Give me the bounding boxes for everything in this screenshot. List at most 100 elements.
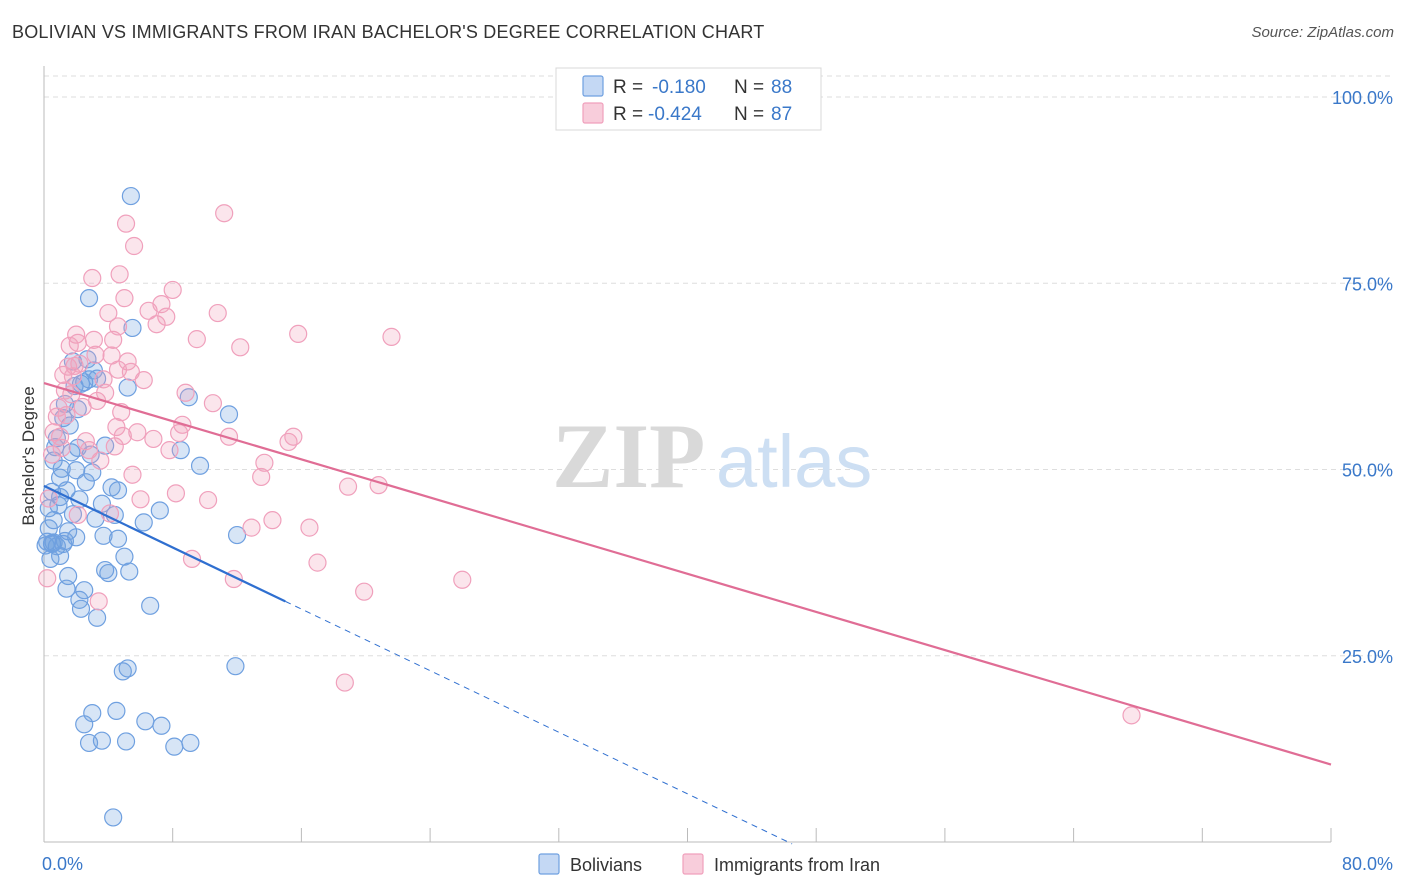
trend-lines	[43, 382, 1332, 845]
point-iran-83	[89, 592, 108, 611]
legend-r-label-bolivians: R =	[613, 77, 643, 98]
point-iran-74	[308, 553, 327, 572]
point-iran-38	[116, 214, 136, 233]
point-iran-85	[108, 360, 128, 379]
legend-r-label-iran: R =	[613, 104, 643, 125]
point-iran-0	[38, 569, 57, 588]
point-bolivians-44	[108, 529, 128, 548]
gridlines	[44, 75, 1394, 657]
point-iran-43	[128, 423, 147, 442]
point-iran-22	[83, 268, 102, 288]
point-iran-2	[42, 445, 62, 464]
y-tick-label-2: 75.0%	[1342, 274, 1393, 294]
point-iran-72	[289, 324, 308, 344]
legend-n-value-bolivians: 88	[771, 77, 792, 98]
legend-bottom-label-iran: Immigrants from Iran	[714, 855, 880, 875]
point-bolivians-58	[79, 289, 99, 308]
point-bolivians-39	[94, 526, 113, 545]
point-bolivians-65	[108, 481, 128, 500]
point-iran-73	[300, 518, 319, 537]
point-iran-7	[52, 438, 71, 457]
point-iran-77	[355, 582, 374, 601]
point-iran-42	[124, 236, 144, 256]
point-bolivians-31	[76, 473, 95, 492]
point-iran-82	[68, 505, 87, 525]
point-iran-25	[91, 451, 110, 470]
point-iran-17	[68, 333, 87, 352]
x-tick-label-1: 80.0%	[1342, 854, 1393, 874]
trend-line-iran	[43, 382, 1332, 766]
point-bolivians-41	[99, 563, 118, 583]
point-iran-69	[263, 511, 282, 530]
point-iran-34	[110, 265, 129, 284]
point-bolivians-81	[104, 808, 123, 827]
point-iran-56	[176, 383, 195, 402]
watermark-zip: ZIP	[552, 405, 705, 507]
legend-bottom-swatch-iran	[682, 853, 704, 875]
point-bolivians-69	[118, 659, 137, 678]
point-iran-48	[147, 315, 166, 334]
y-tick-label-3: 100.0%	[1332, 88, 1393, 108]
point-iran-62	[215, 204, 234, 223]
point-iran-36	[113, 426, 132, 446]
trend-line-bolivians	[43, 484, 286, 603]
point-iran-28	[99, 303, 118, 323]
point-bolivians-84	[39, 499, 58, 518]
point-bolivians-37	[87, 608, 107, 627]
trend-line-extension-bolivians	[285, 600, 793, 845]
point-bolivians-87	[54, 534, 73, 554]
x-tick-label-0: 0.0%	[42, 854, 83, 874]
point-iran-75	[335, 673, 354, 692]
point-iran-21	[79, 441, 99, 460]
legend-swatch-bolivians	[582, 75, 604, 97]
point-iran-51	[160, 441, 179, 460]
point-bolivians-80	[181, 733, 200, 753]
point-bolivians-73	[107, 701, 126, 720]
point-bolivians-30	[75, 581, 94, 600]
legend-bottom-swatch-bolivians	[538, 853, 560, 875]
point-iran-65	[231, 338, 250, 357]
point-iran-79	[382, 327, 401, 346]
y-axis-label: Bachelor's Degree	[19, 386, 38, 525]
point-iran-10	[57, 406, 76, 425]
point-bolivians-52	[150, 501, 169, 520]
point-iran-44	[131, 490, 150, 509]
point-bolivians-55	[190, 456, 210, 475]
legend-r-value-iran: -0.424	[648, 104, 702, 125]
point-iran-63	[219, 427, 239, 446]
point-bolivians-46	[120, 562, 139, 581]
point-bolivians-29	[71, 599, 91, 618]
point-bolivians-56	[219, 405, 239, 424]
watermark: ZIP atlas	[552, 405, 872, 507]
point-bolivians-77	[92, 731, 112, 750]
point-iran-67	[252, 467, 271, 487]
point-bolivians-72	[83, 704, 102, 723]
legend-series: Bolivians Immigrants from Iran	[538, 853, 880, 875]
point-bolivians-47	[118, 378, 137, 397]
legend-n-label-bolivians: N =	[734, 77, 764, 98]
legend-bottom-label-bolivians: Bolivians	[570, 855, 642, 875]
point-iran-81	[1122, 706, 1141, 725]
point-iran-76	[338, 477, 358, 496]
point-iran-30	[104, 330, 123, 349]
point-iran-60	[203, 394, 223, 413]
y-tick-label-0: 25.0%	[1342, 647, 1393, 667]
point-bolivians-78	[116, 732, 136, 751]
point-bolivians-48	[123, 318, 142, 338]
chart-source: Source: ZipAtlas.com	[1251, 24, 1394, 41]
tick-labels: 25.0% 50.0% 75.0% 100.0% 0.0% 80.0%	[42, 88, 1393, 874]
y-tick-label-1: 50.0%	[1342, 461, 1393, 481]
point-iran-86	[84, 330, 103, 349]
point-iran-80	[453, 570, 472, 589]
legend-r-value-bolivians: -0.180	[652, 77, 706, 98]
point-bolivians-75	[152, 716, 171, 735]
point-iran-68	[255, 453, 274, 472]
legend-swatch-iran	[582, 102, 604, 124]
point-bolivians-57	[227, 525, 247, 545]
point-bolivians-74	[136, 712, 155, 731]
point-bolivians-19	[57, 579, 76, 598]
point-iran-47	[144, 429, 163, 449]
point-iran-61	[208, 303, 227, 323]
point-bolivians-67	[87, 369, 107, 388]
point-iran-52	[163, 280, 182, 300]
